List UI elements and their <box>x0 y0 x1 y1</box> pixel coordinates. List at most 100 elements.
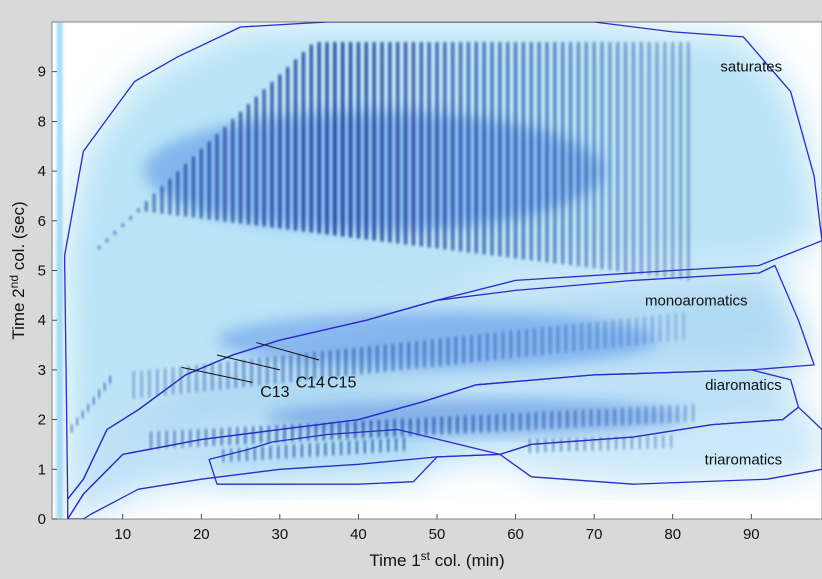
peak-monoaromatics <box>643 316 646 344</box>
peak-saturates <box>278 74 282 229</box>
peak-diaromatics <box>165 430 168 449</box>
peak-monoaromatics <box>588 322 591 350</box>
peak-monoaromatics <box>148 369 151 398</box>
peak-triaromatics <box>253 446 256 461</box>
peak-monoaromatics <box>603 320 607 349</box>
peak-saturates <box>183 163 188 217</box>
peak-saturates <box>521 41 526 260</box>
peak-monoaromatics <box>297 353 301 382</box>
peak-monoaromatics <box>140 370 143 399</box>
peak-saturates <box>301 51 306 232</box>
peak-monoaromatics <box>454 336 458 365</box>
peak-saturates <box>223 126 227 222</box>
peak-saturates <box>513 41 518 259</box>
peak-saturates <box>506 41 510 258</box>
peak-early-elution <box>109 375 112 384</box>
peak-diaromatics <box>377 420 381 438</box>
peak-early-elution <box>103 382 106 391</box>
peak-diaromatics <box>189 429 192 448</box>
x-tick-label: 40 <box>350 526 367 543</box>
peak-monoaromatics <box>171 367 175 395</box>
peak-diaromatics <box>306 423 310 442</box>
x-tick-label: 50 <box>429 526 446 543</box>
peak-monoaromatics <box>501 331 505 360</box>
peak-triaromatics <box>324 442 327 456</box>
peak-triaromatics <box>560 438 563 452</box>
peak-diaromatics <box>660 405 663 424</box>
peak-monoaromatics <box>258 358 261 386</box>
peak-saturates <box>529 41 533 261</box>
peak-saturates <box>207 141 211 220</box>
annotation-line-c13 <box>181 366 253 383</box>
peak-monoaromatics <box>446 337 450 366</box>
peak-diaromatics <box>149 431 153 450</box>
peak-triaromatics <box>567 437 571 452</box>
peak-monoaromatics <box>682 312 686 340</box>
peak-saturates <box>254 96 258 226</box>
peak-saturates <box>592 41 596 269</box>
peak-triaromatics <box>552 438 555 452</box>
peak-saturates <box>105 238 109 243</box>
peak-monoaromatics <box>234 360 238 388</box>
annotation-label-c15: C15 <box>327 374 356 391</box>
y-tick-label: 4 <box>38 163 46 180</box>
peak-saturates <box>191 156 196 218</box>
peak-monoaromatics <box>485 333 489 361</box>
peak-diaromatics <box>471 415 475 433</box>
peak-monoaromatics <box>203 363 206 392</box>
peak-diaromatics <box>181 430 184 448</box>
peak-diaromatics <box>629 407 632 425</box>
peak-early-elution <box>76 417 79 426</box>
peak-monoaromatics <box>132 371 136 399</box>
peak-diaromatics <box>291 424 294 442</box>
peak-saturates <box>663 41 667 278</box>
peak-triaromatics <box>395 437 398 452</box>
peak-triaromatics <box>615 436 618 450</box>
peak-monoaromatics <box>328 350 332 378</box>
peak-triaromatics <box>261 446 264 460</box>
peak-saturates <box>678 41 683 280</box>
peak-monoaromatics <box>423 340 426 368</box>
y-tick-label: 1 <box>38 461 46 478</box>
peak-monoaromatics <box>273 356 277 384</box>
peak-saturates <box>152 193 156 213</box>
peak-triaromatics <box>363 439 366 454</box>
peak-monoaromatics <box>226 361 230 389</box>
peak-triaromatics <box>230 448 233 462</box>
peak-saturates <box>333 41 337 236</box>
peak-monoaromatics <box>540 327 544 355</box>
peak-saturates <box>160 186 164 214</box>
peak-monoaromatics <box>572 324 576 352</box>
peak-monoaromatics <box>289 354 293 382</box>
peak-saturates <box>168 178 172 215</box>
peak-saturates <box>325 41 329 235</box>
peak-monoaromatics <box>525 329 528 357</box>
peak-saturates <box>136 208 141 213</box>
peak-triaromatics <box>340 441 343 455</box>
peak-triaromatics <box>316 442 319 457</box>
peak-saturates <box>231 118 235 223</box>
peak-diaromatics <box>691 404 695 422</box>
annotation-label-c13: C13 <box>260 384 289 401</box>
x-tick-label: 10 <box>114 526 131 543</box>
peak-diaromatics <box>346 421 349 440</box>
annotation-line-c14 <box>216 354 280 371</box>
peak-saturates <box>655 41 659 277</box>
y-tick-label: 0 <box>38 511 46 528</box>
peak-saturates <box>466 41 471 253</box>
peak-triaromatics <box>646 435 649 449</box>
peak-diaromatics <box>542 411 546 430</box>
peak-saturates <box>647 41 651 276</box>
peak-diaromatics <box>416 418 420 436</box>
peak-monoaromatics <box>320 351 324 379</box>
peak-saturates <box>623 41 628 273</box>
peak-triaromatics <box>332 441 335 456</box>
peak-saturates <box>458 41 463 252</box>
peak-monoaromatics <box>580 323 583 351</box>
peak-saturates <box>113 230 117 235</box>
peak-diaromatics <box>589 409 593 427</box>
peak-monoaromatics <box>163 368 167 396</box>
peak-monoaromatics <box>368 346 371 374</box>
